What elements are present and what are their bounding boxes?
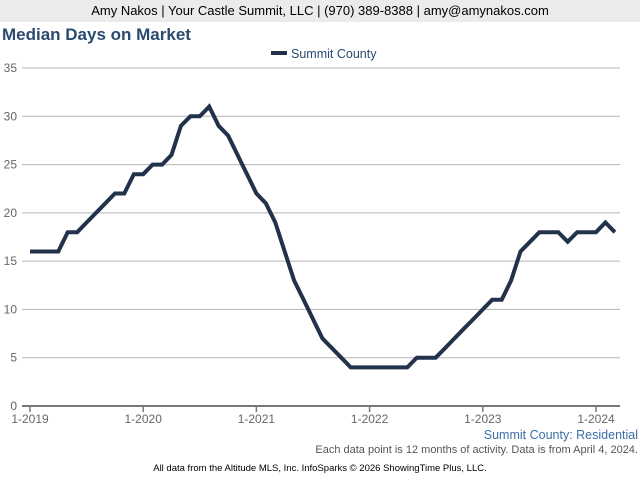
header-contact: Amy Nakos | Your Castle Summit, LLC | (9… <box>0 0 640 22</box>
x-tick-label: 1-2024 <box>577 412 615 426</box>
legend-label: Summit County <box>291 47 377 61</box>
x-tick-label: 1-2023 <box>464 412 502 426</box>
x-tick-label: 1-2020 <box>125 412 163 426</box>
y-tick-label: 15 <box>4 254 18 268</box>
x-tick-label: 1-2022 <box>351 412 389 426</box>
footer: All data from the Altitude MLS, Inc. Inf… <box>153 463 487 474</box>
y-tick-label: 5 <box>10 351 17 365</box>
chart-title: Median Days on Market <box>2 25 191 44</box>
y-tick-label: 35 <box>4 61 18 75</box>
chart-subtitle: Summit County: Residential <box>483 428 638 442</box>
y-tick-label: 30 <box>4 109 18 123</box>
y-tick-label: 25 <box>4 158 18 172</box>
x-tick-label: 1-2021 <box>238 412 276 426</box>
data-note: Each data point is 12 months of activity… <box>315 444 638 456</box>
y-tick-label: 10 <box>4 302 18 316</box>
x-tick-label: 1-2019 <box>11 412 49 426</box>
y-tick-label: 20 <box>4 206 18 220</box>
y-tick-label: 0 <box>10 399 17 413</box>
series-line-summit-county <box>30 103 617 370</box>
